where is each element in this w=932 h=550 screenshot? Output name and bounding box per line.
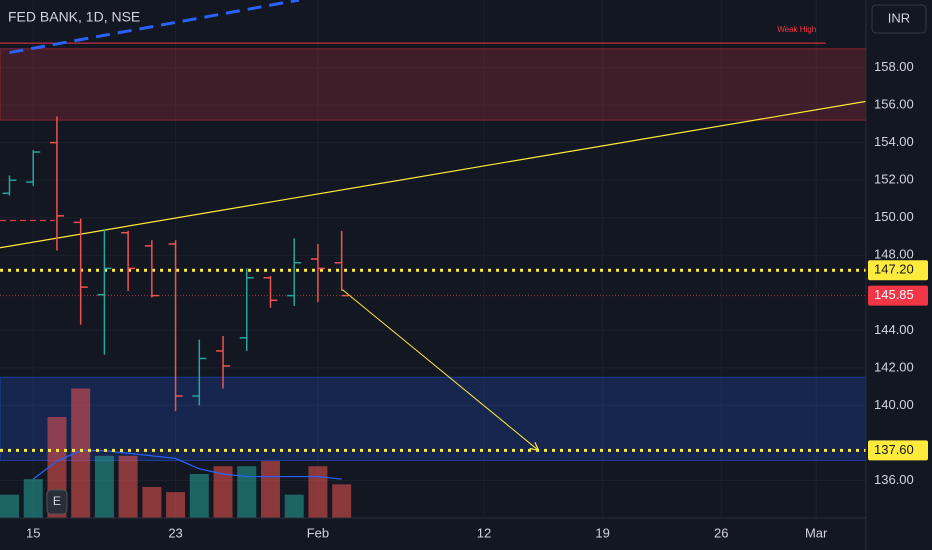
drawing-line <box>9 0 300 55</box>
axes: 136.00 140.00 142.00 144.00 148.00 150.00 152.… <box>26 59 928 540</box>
currency-button[interactable] <box>871 4 927 34</box>
price-tag-label: 137.60 <box>874 442 914 457</box>
zone <box>0 48 866 121</box>
x-tick-label: Feb <box>307 525 329 540</box>
volume-bar <box>308 466 328 518</box>
drawing-line <box>0 100 866 249</box>
plot-area: E Weak High <box>0 0 866 518</box>
y-tick-label: 142.00 <box>874 359 914 374</box>
drawing-line <box>341 288 539 450</box>
x-tick-label: 19 <box>595 525 609 540</box>
earnings-marker <box>46 489 68 515</box>
y-tick-label: 148.00 <box>874 247 914 262</box>
y-tick-label: 156.00 <box>874 97 914 112</box>
y-tick-label: 150.00 <box>874 209 914 224</box>
x-tick-label: Mar <box>805 525 828 540</box>
y-tick-label: 144.00 <box>874 322 914 337</box>
y-tick-label: 154.00 <box>874 134 914 149</box>
volume-bar <box>237 466 257 518</box>
price-tag <box>868 285 928 306</box>
volume-bar <box>284 494 304 518</box>
x-tick-label: 15 <box>26 525 40 540</box>
price-tag-label: 147.20 <box>874 262 914 277</box>
volume-bar <box>260 461 280 518</box>
volume-bar <box>189 473 209 518</box>
currency-label[interactable]: INR <box>888 10 910 25</box>
y-tick-label: 140.00 <box>874 397 914 412</box>
volume-bar <box>94 455 114 518</box>
y-tick-label: 158.00 <box>874 59 914 74</box>
volume-bar <box>118 455 138 518</box>
volume-bar <box>332 484 352 518</box>
volume-bar <box>0 494 19 518</box>
volume-bar <box>166 492 186 518</box>
volume-bar <box>23 479 43 518</box>
price-tag <box>868 440 928 461</box>
price-tag-label: 145.85 <box>874 287 914 302</box>
volume-ma <box>32 450 342 480</box>
y-tick-label: 136.00 <box>874 472 914 487</box>
price-tag <box>868 260 928 281</box>
zone <box>0 376 866 462</box>
earnings-label: E <box>53 494 61 508</box>
x-tick-label: 26 <box>714 525 728 540</box>
volume-bar <box>213 466 233 518</box>
chart-title: FED BANK, 1D, NSE <box>8 9 140 25</box>
volume-bar <box>71 388 91 518</box>
y-tick-label: 152.00 <box>874 172 914 187</box>
annotation: Weak High <box>777 25 816 34</box>
volume-bar <box>142 486 162 518</box>
x-tick-label: 12 <box>477 525 491 540</box>
x-tick-label: 23 <box>168 525 182 540</box>
